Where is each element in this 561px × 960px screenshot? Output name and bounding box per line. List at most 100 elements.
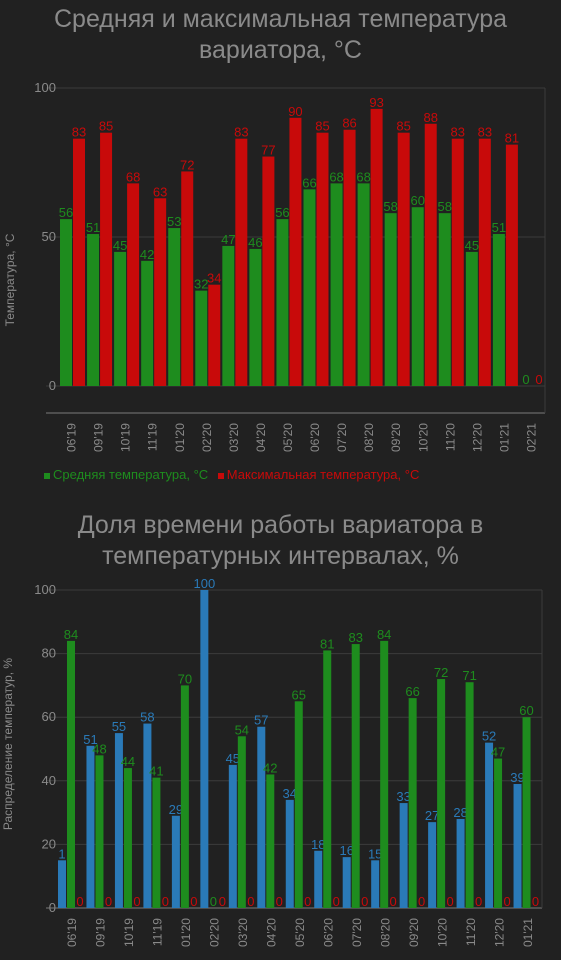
chart2-x-tick-label: 09'19 <box>94 918 108 947</box>
chart1-bar <box>141 260 154 386</box>
chart1-x-tick-label: 07'20 <box>335 423 349 452</box>
chart1-x-tick-label: 10'19 <box>119 423 133 452</box>
chart1-x-tick-label: 12'20 <box>470 423 484 452</box>
chart1-data-label: 83 <box>234 125 248 140</box>
chart1-data-label: 45 <box>465 238 479 253</box>
chart2-data-label: 29 <box>169 802 183 817</box>
chart1-ytick-label: 100 <box>34 80 56 95</box>
chart2-data-label: 0 <box>532 894 539 909</box>
chart2-bar <box>58 860 66 908</box>
chart2-data-label: 0 <box>361 894 368 909</box>
chart2-bar <box>294 701 303 908</box>
chart1-bar <box>330 183 343 386</box>
chart1-bar <box>289 117 302 387</box>
chart2-x-tick-label: 10'20 <box>435 918 449 947</box>
chart1-bar <box>154 198 167 386</box>
chart2-bar <box>314 850 323 908</box>
chart2-title: Доля времени работы вариатора в температ… <box>77 511 484 570</box>
chart1-data-label: 45 <box>113 238 127 253</box>
chart2-data-label: 66 <box>405 684 419 699</box>
chart2-data-label: 55 <box>112 719 126 734</box>
chart1-ytick-label: 50 <box>42 229 56 244</box>
chart2-data-label: 48 <box>92 741 106 756</box>
legend-label-max: Максимальная температура, °C <box>226 467 420 482</box>
chart2-bar <box>123 768 132 908</box>
chart1-bar <box>114 251 127 386</box>
chart1-bar <box>181 171 194 386</box>
chart1-x-tick-label: 01'20 <box>173 423 187 452</box>
chart2-data-label: 27 <box>425 808 439 823</box>
chart1-data-label: 56 <box>59 205 73 220</box>
chart2-data-label: 0 <box>447 894 454 909</box>
chart2-data-label: 0 <box>475 894 482 909</box>
chart1-data-label: 51 <box>86 220 100 235</box>
chart2-y-axis-label: Распределение температур, % <box>1 658 15 831</box>
chart1-data-label: 86 <box>342 116 356 131</box>
chart1-data-label: 77 <box>261 143 275 158</box>
chart2-data-label: 41 <box>149 764 163 779</box>
chart1-bar <box>411 207 424 386</box>
chart1-bar <box>127 183 140 386</box>
legend-swatch-max <box>217 472 224 479</box>
chart2-x-tick-label: 08'20 <box>378 918 392 947</box>
chart1-bar <box>357 183 370 386</box>
chart1-data-label: 34 <box>207 271 221 286</box>
chart2-data-label: 0 <box>418 894 425 909</box>
chart2-data-label: 0 <box>133 894 140 909</box>
chart2-data-label: 45 <box>226 751 240 766</box>
chart1-x-tick-label: 02'21 <box>524 423 538 452</box>
chart2-data-label: 0 <box>162 894 169 909</box>
chart2-data-label: 52 <box>482 729 496 744</box>
chart2-x-tick-label: 02'20 <box>208 918 222 947</box>
chart2-bar <box>522 717 531 908</box>
chart1-bar <box>87 234 100 386</box>
chart1-bar <box>343 129 356 386</box>
chart1-data-label: 56 <box>275 205 289 220</box>
chart2-data-label: 51 <box>83 732 97 747</box>
chart1-x-tick-label: 02'20 <box>200 423 214 452</box>
chart1-bar <box>60 219 72 386</box>
chart1-x-tick-label: 05'20 <box>281 423 295 452</box>
chart2-bar <box>152 777 161 908</box>
chart1-bar <box>424 123 437 386</box>
chart2-bar <box>86 745 95 908</box>
chart2-bar <box>114 733 123 908</box>
chart2-x-tick-label: 09'20 <box>407 918 421 947</box>
chart2-data-label: 81 <box>320 636 334 651</box>
chart2-ytick-label: 80 <box>42 646 56 661</box>
chart2-data-label: 0 <box>190 894 197 909</box>
chart2-data-label: 34 <box>283 786 297 801</box>
chart1-data-label: 42 <box>140 247 154 262</box>
chart1-x-tick-label: 08'20 <box>362 423 376 452</box>
chart1-data-label: 68 <box>329 169 343 184</box>
chart1-x-tick-label: 04'20 <box>254 423 268 452</box>
chart2-data-label: 42 <box>263 760 277 775</box>
chart1-x-tick-label: 06'19 <box>65 423 79 452</box>
chart1-bar <box>438 213 451 386</box>
chart1-data-label: 0 <box>535 372 542 387</box>
chart2-data-label: 0 <box>76 894 83 909</box>
chart1-bar <box>222 245 235 386</box>
chart1-data-label: 81 <box>505 131 519 146</box>
chart1-x-tick-label: 11'19 <box>146 423 160 451</box>
chart1-x-tick-label: 03'20 <box>227 423 241 452</box>
chart1-data-label: 47 <box>221 232 235 247</box>
chart1-data-label: 58 <box>383 199 397 214</box>
chart2-x-tick-label: 06'20 <box>321 918 335 947</box>
chart1-legend: Средняя температура, °C Максимальная тем… <box>44 467 419 482</box>
chart1-y-axis-label: Температура, °C <box>3 233 17 326</box>
chart2-bar <box>237 736 246 908</box>
chart2-bar <box>323 650 332 908</box>
chart1-data-label: 53 <box>167 214 181 229</box>
chart2-data-label: 54 <box>235 722 249 737</box>
chart2-data-label: 18 <box>311 837 325 852</box>
chart1-bar <box>370 108 383 387</box>
chart2-data-label: 0 <box>304 894 311 909</box>
chart2-bar <box>408 698 417 908</box>
chart2-bar <box>171 815 180 908</box>
chart2-data-label: 0 <box>390 894 397 909</box>
chart2-bar <box>485 742 494 908</box>
chart1-data-label: 83 <box>72 125 86 140</box>
chart1-data-label: 93 <box>369 95 383 110</box>
